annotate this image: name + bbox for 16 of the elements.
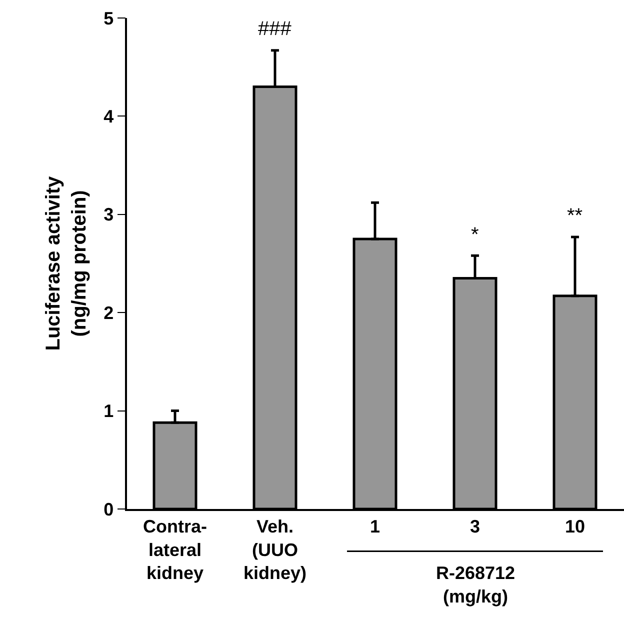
y-tick-label: 5 <box>104 8 114 28</box>
y-tick-label: 4 <box>104 106 114 126</box>
y-tick-label: 3 <box>104 204 114 225</box>
annotation: * <box>471 224 479 246</box>
annotation: ** <box>567 205 583 227</box>
y-tick-label: 1 <box>104 401 114 422</box>
y-axis-title: Luciferase activity (ng/mg protein) <box>42 175 91 351</box>
annotation: ### <box>258 18 292 40</box>
x-tick-label: Contra- lateral kidney <box>143 516 207 584</box>
text: R-268712 (mg/kg) <box>436 563 516 606</box>
y-tick-label: 2 <box>104 302 114 323</box>
x-tick-label: 10 <box>564 516 586 536</box>
x-tick-label: Veh. (UUO kidney) <box>243 516 307 584</box>
x-tick-label: 3 <box>470 516 480 536</box>
y-tick-label: 0 <box>104 499 114 520</box>
x-tick-label: 1 <box>370 516 380 536</box>
